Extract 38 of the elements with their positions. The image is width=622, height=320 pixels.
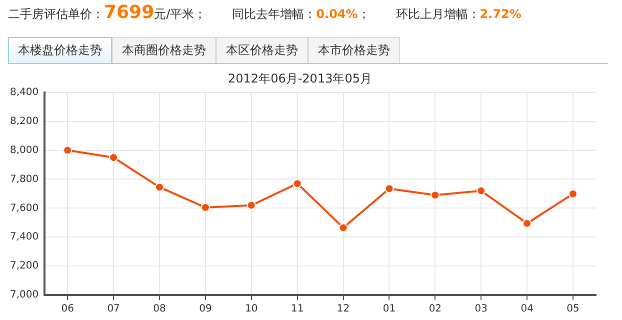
point [63,146,72,155]
point [200,202,210,212]
x-tick-label: 09 [199,304,212,315]
point [246,200,256,210]
y-tick-label: 7,000 [10,290,39,301]
y-tick-label: 7,800 [10,174,39,185]
point [522,218,532,228]
y-tick-label: 8,200 [10,116,39,127]
point [109,153,118,162]
text: 本市价格走势 [308,37,400,63]
x-tick-label: 02 [428,304,442,315]
x-tick-label: 03 [474,304,488,315]
x-tick-label: 04 [520,304,534,315]
point [476,186,486,196]
text: 本商圈价格走势 [112,37,216,63]
text: 本区价格走势 [216,37,308,63]
text: 环比上月增幅：2.72% [396,7,522,21]
y-tick-label: 8,400 [10,86,39,98]
x-tick-label: 07 [107,304,120,315]
point [154,182,164,192]
x-tick-label: 10 [245,304,258,315]
y-tick-label: 7,400 [10,232,39,243]
x-tick-label: 05 [566,304,580,315]
text: 二手房评估单价：7699元/平米； [8,2,206,23]
x-tick-label: 08 [153,304,166,315]
x-tick-label: 01 [382,304,396,315]
point [384,184,394,194]
x-tick-label: 11 [290,304,304,315]
x-tick-label: 06 [61,304,74,315]
chart-title: 2012年06月-2013年05月 [228,71,372,86]
point [292,179,302,188]
point [430,190,440,200]
y-tick-label: 7,200 [10,260,39,272]
x-tick-label: 12 [336,304,350,315]
y-tick-label: 7,600 [10,202,39,214]
text: 同比去年增幅：0.04%； [232,7,370,21]
point [338,223,348,232]
y-tick-label: 8,000 [10,144,39,156]
